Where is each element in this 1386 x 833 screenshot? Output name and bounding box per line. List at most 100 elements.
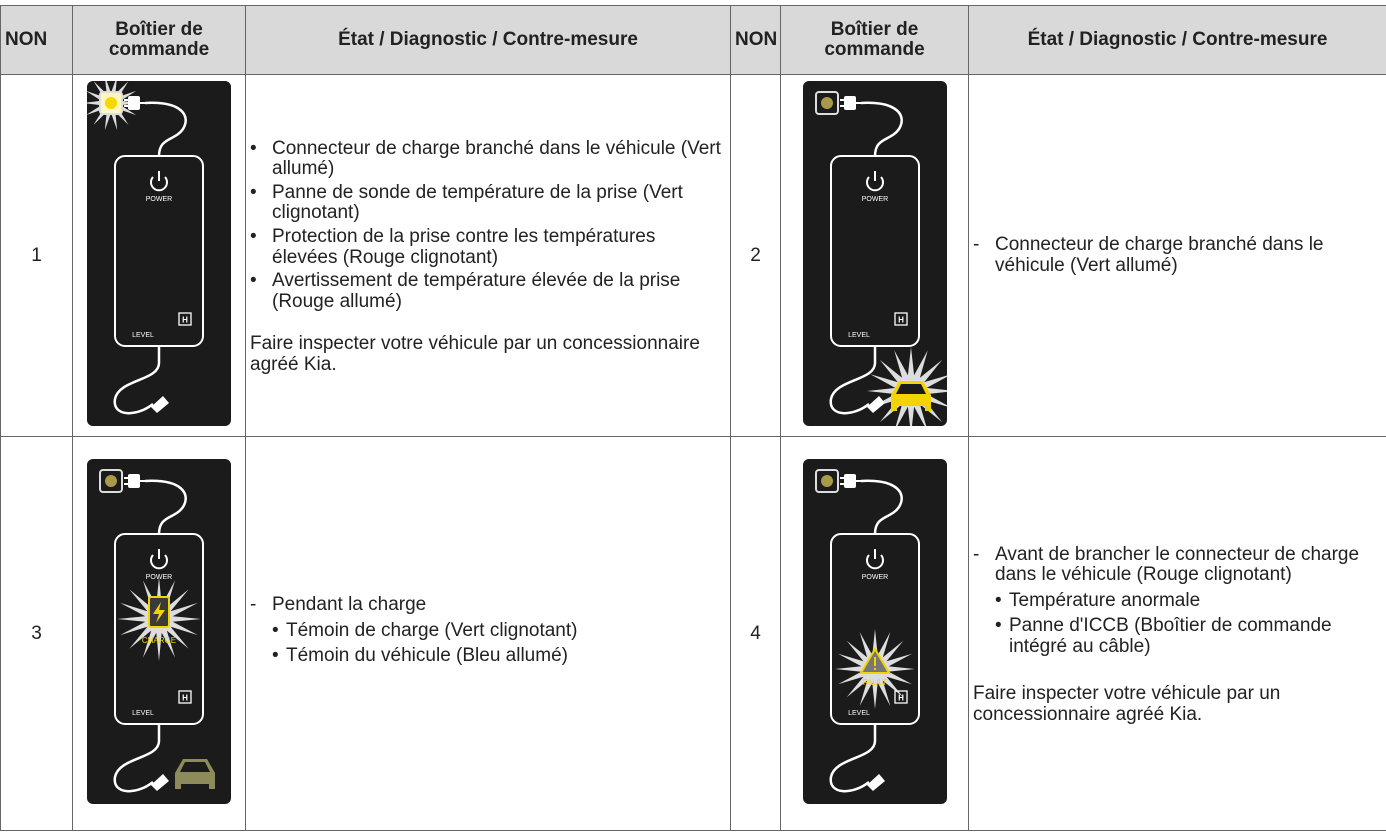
marker: • [250,137,257,159]
panel [802,80,947,426]
power-icon [865,170,884,191]
marker: • [995,589,1002,611]
cable [113,723,161,792]
level-mark: H [898,315,904,324]
marker: • [272,619,279,641]
sub-text: Témoin du véhicule (Bleu allumé) [286,645,568,667]
sub-text: Température anormale [1009,589,1201,611]
item-body: Pendant la charge • Témoin de charge (Vert… [272,595,578,672]
sub-text: Panne d'ICCB (Bboîtier de commande intég… [1009,615,1332,657]
sub-item: • Témoin du véhicule (Bleu allumé) [272,646,578,667]
list-item: - Connecteur de charge branché dans le vé… [973,233,1380,276]
cable [829,345,876,414]
list-item: - Pendant la charge • Témoin de charge (Ver… [250,595,724,672]
plug [843,473,856,488]
level-mark: H [182,693,188,702]
marker: - [973,233,980,255]
fault-label: FAULT [862,678,886,687]
item-text: Avant de brancher le connecteur de charg… [995,543,1360,586]
car-window [895,383,926,394]
sub-item: • Témoin de charge (Vert clignotant) [272,619,578,642]
charge-label: CHARGE [142,636,176,645]
status-table: NON Boîtier de commande État / Diagnosti… [0,5,1386,831]
row-number: 4 [730,436,781,831]
plug [843,95,856,110]
marker: - [250,594,257,616]
level-box [893,311,908,326]
cable [113,345,161,414]
cable [144,101,187,156]
list-item: • Avertissement de température élevée de … [250,270,724,312]
cable [860,479,903,534]
level-box [178,689,192,704]
socket [814,468,839,493]
table-row: 3POWERLEVELHCHARGE-Pendant la charge•Tém… [0,436,1386,831]
note: Faire inspecter votre véhicule par un co… [973,683,1281,725]
panel [87,80,231,426]
socket-light [105,474,117,487]
description: • Connecteur de charge branché dans le vé… [245,74,731,437]
device-cell: POWER LEVEL H FAULT [780,436,969,831]
plug [128,95,140,110]
cable [829,723,876,792]
item-body: Avertissement de température élevée de l… [272,270,724,312]
control-box: POWERLEVELHCHARGE [87,458,231,804]
header-cell: Boîtier de commande [780,5,969,75]
item-text: Connecteur de charge branché dans le véh… [272,137,721,180]
bolt [153,601,165,623]
control-box: POWER LEVEL H [83,75,231,426]
marker: - [973,543,980,565]
prongs [124,476,145,485]
socket [99,468,123,493]
level-mark: H [898,693,904,702]
socket-light [820,96,833,109]
marker: • [995,615,1002,637]
level-box [178,311,192,326]
device-cell: POWERLEVELHCHARGE [72,436,246,831]
device-cell: POWER LEVEL H [780,74,969,437]
cable [144,479,187,534]
connector [866,773,885,791]
power-label: POWER [861,574,887,581]
prongs [839,98,861,107]
level-label: LEVEL [848,710,870,717]
item-body: Connecteur de charge branché dans le véh… [995,233,1380,276]
device-cell: POWER LEVEL H [72,74,246,437]
table-body: 1 POWER LEVEL H • Connecteur de charge branch… [0,74,1386,831]
item-text: Pendant la charge [272,594,427,616]
row-number: 2 [730,74,781,437]
header-cell: État / Diagnostic / Contre-mesure [245,5,731,75]
marker: • [250,270,257,292]
item-body: Connecteur de charge branché dans le véh… [272,137,724,180]
list-item: - Avant de brancher le connecteur de char… [973,543,1380,663]
note: Faire inspecter votre véhicule par un co… [250,333,700,375]
item-body: Panne de sonde de température de la pris… [272,182,724,224]
header-row: NON Boîtier de commande État / Diagnosti… [0,5,1386,75]
power-icon [150,170,168,191]
header-cell: Boîtier de commande [72,5,246,75]
marker: • [272,645,279,667]
sub-item: • Panne d'ICCB (Bboîtier de commande inté… [995,615,1380,657]
socket-light [820,474,833,487]
plug [128,473,140,488]
description: - Avant de brancher le connecteur de char… [968,436,1386,831]
connector [151,395,169,413]
power-label: POWER [146,196,172,203]
table-row: 1 POWER LEVEL H • Connecteur de charge branch… [0,74,1386,437]
prongs [839,476,861,485]
connector [151,773,169,791]
header-cell: NON [0,5,73,75]
item-body: Protection de la prise contre les tempér… [272,225,724,268]
item-text: Connecteur de charge branché dans le véh… [995,233,1324,276]
item-text: Avertissement de température élevée de l… [272,270,681,312]
row-number: 3 [0,436,73,831]
socket-light [105,96,117,109]
header-cell: État / Diagnostic / Contre-mesure [968,5,1386,75]
description: - Connecteur de charge branché dans le vé… [968,74,1386,437]
sub-text: Témoin de charge (Vert clignotant) [286,619,578,641]
socket [814,90,839,115]
item-body: Avant de brancher le connecteur de charg… [995,543,1380,663]
level-label: LEVEL [132,332,154,339]
item-text: Protection de la prise contre les tempér… [272,225,656,268]
